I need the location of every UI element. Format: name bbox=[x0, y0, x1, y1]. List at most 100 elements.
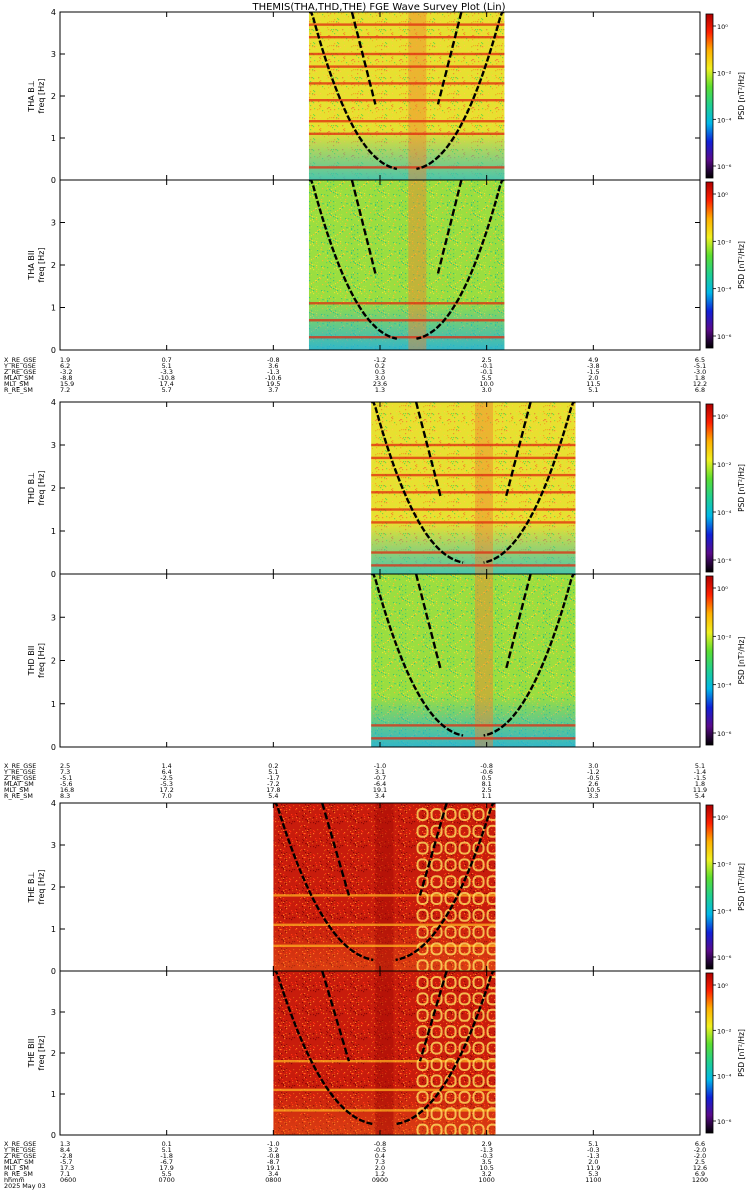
ephemeris-value: -0.5 bbox=[374, 1146, 386, 1154]
lattice-cell bbox=[486, 908, 496, 922]
lattice-cell bbox=[472, 942, 485, 956]
central-column bbox=[408, 180, 427, 350]
ephemeris-value: 1.9 bbox=[60, 356, 70, 364]
ephemeris-value: 10.5 bbox=[480, 1164, 494, 1172]
lattice-cell bbox=[416, 875, 429, 889]
ephemeris-value: 5.1 bbox=[695, 762, 705, 770]
ephemeris-value: -1.3 bbox=[267, 368, 279, 376]
lattice-cell bbox=[416, 1008, 429, 1022]
colorbar-tick-label: 10⁻⁴ bbox=[717, 509, 732, 517]
lattice-cell bbox=[486, 808, 496, 821]
lattice-cell bbox=[458, 1008, 471, 1022]
ephemeris-value: 4.9 bbox=[588, 356, 598, 364]
lattice-cell bbox=[444, 959, 457, 971]
colorbar-tick-label: 10⁻⁶ bbox=[717, 557, 732, 565]
lattice-cell bbox=[444, 1008, 457, 1022]
gyro-curve-L bbox=[371, 574, 464, 737]
ephemeris-value: -2.5 bbox=[160, 774, 172, 782]
ephemeris-row-label: 2025 May 03 bbox=[4, 1182, 46, 1190]
emission-band bbox=[308, 52, 505, 56]
ephemeris-value: -3.3 bbox=[160, 368, 172, 376]
lattice-cell bbox=[486, 1107, 496, 1121]
ephemeris-value: 2.6 bbox=[588, 780, 598, 788]
y-axis-label-freq: freq [Hz] bbox=[37, 1036, 46, 1071]
ephemeris-value: 0.2 bbox=[375, 362, 385, 370]
ephemeris-value: -0.1 bbox=[480, 368, 492, 376]
lattice-cell bbox=[444, 808, 457, 821]
spectrogram bbox=[371, 574, 576, 747]
inner-curve-L bbox=[350, 180, 377, 274]
ephemeris-value: -0.8 bbox=[374, 1140, 386, 1148]
ephemeris-value: 0800 bbox=[265, 1176, 281, 1184]
ephemeris-value: -2.0 bbox=[694, 1146, 706, 1154]
ephemeris-value: 5.1 bbox=[588, 386, 598, 394]
ephemeris-value: 0.3 bbox=[375, 368, 385, 376]
lattice-cell bbox=[486, 1074, 496, 1088]
y-axis-label-freq: freq [Hz] bbox=[37, 643, 46, 678]
ephemeris-row-label: X_RE_GSE bbox=[4, 1140, 36, 1148]
emission-band bbox=[308, 36, 505, 39]
lattice-cell bbox=[472, 875, 485, 889]
lattice-cell bbox=[430, 1041, 443, 1055]
ephemeris-value: -1.0 bbox=[267, 1140, 279, 1148]
ephemeris-row-label: MLAT_SM bbox=[4, 374, 34, 382]
ephemeris-value: 3.4 bbox=[268, 1170, 278, 1178]
y-tick-label: 0 bbox=[51, 967, 56, 976]
ephemeris-block: X_RE_GSEY_RE_GSEZ_RE_GSEMLAT_SMMLT_SMR_R… bbox=[3, 1140, 708, 1190]
lattice-cell bbox=[486, 892, 496, 905]
ephemeris-value: -2.0 bbox=[694, 1152, 706, 1160]
ephemeris-value: 0.2 bbox=[268, 762, 278, 770]
spectrogram bbox=[308, 180, 505, 350]
colorbar-tick-label: 10⁻⁴ bbox=[717, 682, 732, 690]
lattice-cell bbox=[472, 892, 485, 905]
ephemeris-value: 19.5 bbox=[266, 380, 280, 388]
plot-title: THEMIS(THA,THD,THE) FGE Wave Survey Plot… bbox=[251, 2, 505, 13]
ephemeris-value: 3.3 bbox=[588, 792, 598, 800]
ephemeris-value: 7.0 bbox=[162, 792, 172, 800]
lattice-cell bbox=[416, 908, 429, 922]
lattice-cell bbox=[430, 1074, 443, 1088]
y-tick-label: 1 bbox=[51, 1090, 56, 1099]
colorbar-tick-label: 10⁻² bbox=[717, 70, 732, 78]
colorbar bbox=[705, 972, 714, 1134]
colorbar-label: PSD [nT²/Hz] bbox=[737, 241, 746, 289]
ephemeris-value: -1.0 bbox=[374, 762, 386, 770]
lattice-cell bbox=[416, 1123, 429, 1135]
y-tick-label: 3 bbox=[51, 613, 56, 622]
emission-band bbox=[371, 456, 576, 460]
ephemeris-value: 2.9 bbox=[482, 1140, 492, 1148]
colorbar-tick-label: 10⁰ bbox=[717, 23, 728, 31]
lattice-cell bbox=[486, 959, 496, 971]
spectrogram bbox=[273, 803, 496, 971]
colorbar-tick-label: 10⁰ bbox=[717, 585, 728, 593]
y-tick-label: 0 bbox=[51, 570, 56, 579]
lattice-cell bbox=[458, 1090, 471, 1104]
ephemeris-value: -0.7 bbox=[374, 774, 386, 782]
ephemeris-value: 1.3 bbox=[60, 1140, 70, 1148]
lattice-cell bbox=[430, 1025, 443, 1039]
lattice-cell bbox=[486, 841, 496, 855]
colorbar-tick-label: 10⁰ bbox=[717, 191, 728, 199]
colorbar-tick-label: 10⁻² bbox=[717, 861, 732, 869]
central-column bbox=[375, 971, 394, 1135]
lattice-cell bbox=[458, 992, 471, 1006]
lattice-cell bbox=[458, 908, 471, 922]
y-axis-label-instrument: THE BII bbox=[27, 1039, 36, 1069]
gyro-curve-L bbox=[308, 180, 398, 340]
y-tick-label: 4 bbox=[51, 398, 56, 407]
inner-curve-R bbox=[418, 971, 448, 1062]
ephemeris-value: 10.5 bbox=[586, 786, 600, 794]
ephemeris-row-label: MLAT_SM bbox=[4, 780, 34, 788]
ephemeris-row-label: R_RE_SM bbox=[4, 1170, 33, 1178]
ephemeris-value: -0.3 bbox=[480, 1152, 492, 1160]
lattice-cell bbox=[430, 808, 443, 821]
colorbar-tick-label: 10⁻⁶ bbox=[717, 333, 732, 341]
ephemeris-value: 1.8 bbox=[695, 780, 705, 788]
y-tick-label: 1 bbox=[51, 304, 56, 313]
ephemeris-value: 5.5 bbox=[482, 374, 492, 382]
y-tick-label: 1 bbox=[51, 527, 56, 536]
lattice-cell bbox=[486, 875, 496, 889]
emission-band bbox=[371, 737, 576, 740]
colorbar-tick-label: 10⁻⁶ bbox=[717, 1118, 732, 1126]
lattice-cell bbox=[430, 1008, 443, 1022]
